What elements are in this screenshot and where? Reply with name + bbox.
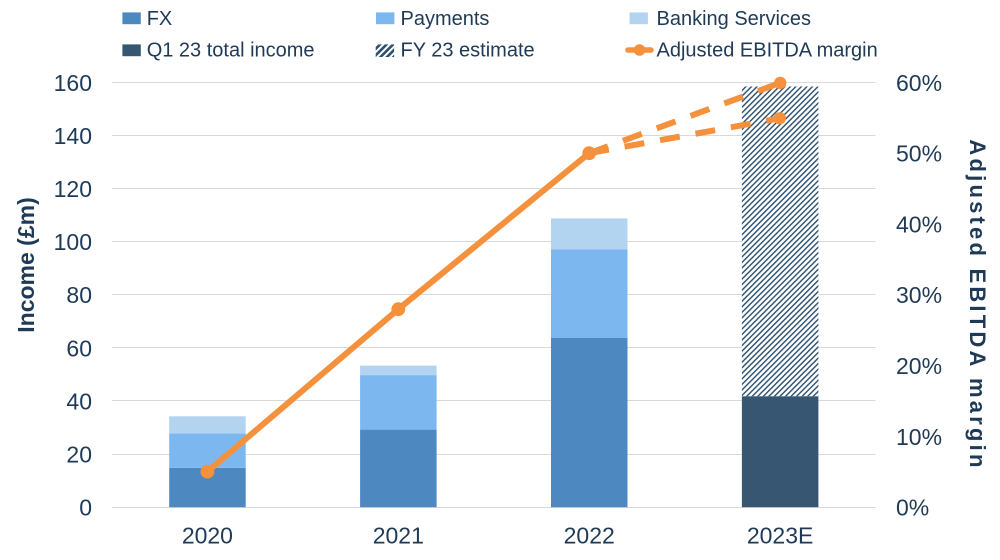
svg-text:100: 100 (54, 229, 92, 255)
svg-text:2021: 2021 (373, 523, 424, 549)
svg-text:Income (£m): Income (£m) (13, 197, 39, 332)
svg-text:40: 40 (66, 388, 92, 414)
svg-text:Q1 23 total income: Q1 23 total income (147, 40, 315, 62)
svg-text:FX: FX (147, 8, 173, 30)
svg-text:60%: 60% (896, 70, 942, 96)
svg-text:Payments: Payments (401, 8, 490, 30)
svg-text:60: 60 (66, 335, 92, 361)
svg-text:Adjusted EBITDA margin: Adjusted EBITDA margin (965, 139, 990, 470)
svg-text:160: 160 (54, 70, 92, 96)
svg-text:50%: 50% (896, 141, 942, 167)
svg-text:140: 140 (54, 123, 92, 149)
svg-text:0: 0 (79, 495, 92, 521)
svg-text:2022: 2022 (564, 523, 615, 549)
svg-text:30%: 30% (896, 282, 942, 308)
svg-text:FY 23 estimate: FY 23 estimate (401, 40, 535, 62)
svg-text:0%: 0% (896, 495, 929, 521)
svg-text:10%: 10% (896, 424, 942, 450)
svg-text:Banking Services: Banking Services (657, 8, 812, 30)
svg-text:2023E: 2023E (747, 523, 814, 549)
svg-text:20: 20 (66, 442, 92, 468)
svg-text:Adjusted EBITDA margin: Adjusted EBITDA margin (657, 40, 878, 62)
svg-text:80: 80 (66, 282, 92, 308)
svg-text:40%: 40% (896, 211, 942, 237)
svg-text:20%: 20% (896, 353, 942, 379)
svg-text:120: 120 (54, 176, 92, 202)
svg-text:2020: 2020 (182, 523, 233, 549)
